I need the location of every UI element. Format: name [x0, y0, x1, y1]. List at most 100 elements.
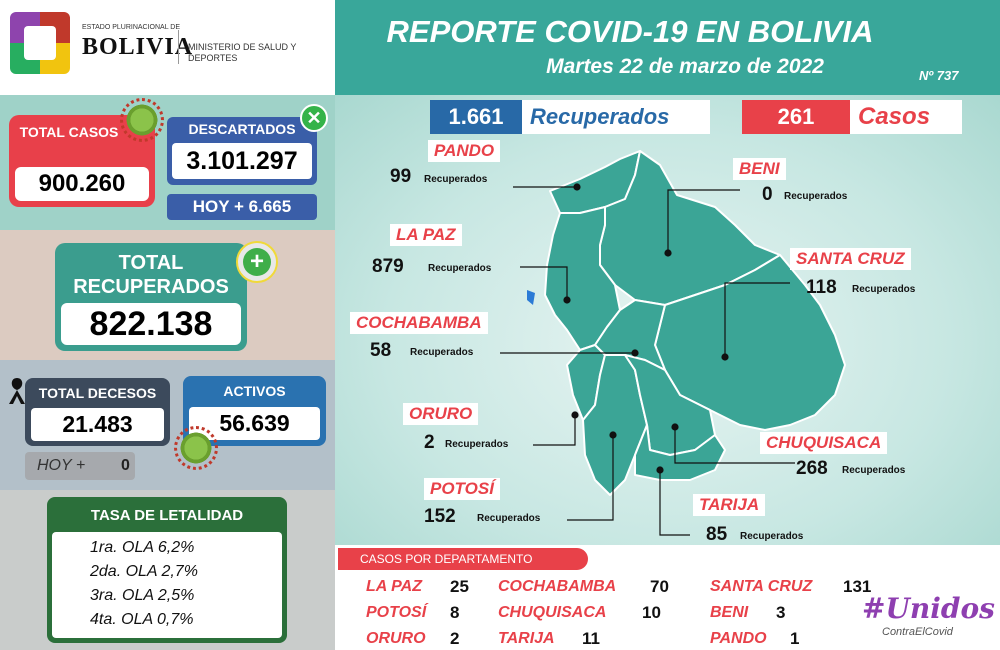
country-label: BOLIVIA: [82, 34, 194, 60]
dept-value-cochabamba: 58: [370, 340, 392, 361]
mourning-ribbon-icon: [9, 378, 25, 404]
casos-dept-name: LA PAZ: [366, 578, 422, 595]
casos-dept-name: TARIJA: [498, 630, 555, 647]
dept-value-tarija: 85: [706, 524, 728, 545]
casos-dept-value: 25: [450, 577, 469, 596]
dept-name-oruro: ORURO: [403, 403, 479, 425]
descartados-label: DESCARTADOS: [188, 121, 296, 137]
letalidad-row: 4ta. OLA 0,7%: [90, 611, 194, 628]
dept-value-potosi: 152: [424, 506, 456, 527]
activos-label: ACTIVOS: [223, 383, 286, 399]
descartados-value: 3.101.297: [172, 143, 312, 179]
recuperados-label: TOTAL RECUPERADOS: [73, 252, 229, 298]
coat-of-arms-logo: [10, 12, 70, 74]
total-recuperados-card: TOTAL RECUPERADOS 822.138: [55, 243, 247, 351]
recuperados-value: 822.138: [61, 303, 241, 345]
report-number: Nº 737: [919, 68, 959, 83]
campaign-logo: #Unidos ContraElCovid: [862, 592, 995, 644]
dept-name-chuquisaca: CHUQUISACA: [760, 432, 888, 454]
casos-dept-name: BENI: [710, 604, 749, 621]
ministerio-label: MINISTERIO DE SALUD Y DEPORTES: [188, 42, 297, 63]
dept-value-la-paz: 879: [372, 256, 404, 277]
dept-recuperados-label: Recuperados: [445, 439, 509, 450]
dept-recuperados-label: Recuperados: [477, 513, 541, 524]
daily-recuperados-label: Recuperados: [530, 104, 670, 129]
dept-name-cochabamba: COCHABAMBA: [350, 312, 488, 334]
estado-label: ESTADO PLURINACIONAL DE: [82, 24, 181, 31]
dept-name-beni: BENI: [733, 158, 786, 180]
letalidad-row: 1ra. OLA 6,2%: [90, 539, 195, 556]
letalidad-card: TASA DE LETALIDAD 1ra. OLA 6,2% 2da. OLA…: [47, 497, 287, 643]
casos-dept-name: ORURO: [366, 630, 426, 647]
dept-name-potosi: POTOSÍ: [424, 478, 500, 500]
virus-icon: [174, 426, 218, 470]
page-title: REPORTE COVID-19 EN BOLIVIA: [386, 14, 874, 49]
daily-recuperados-badge: 1.661 Recuperados: [430, 100, 710, 134]
dept-recuperados-label: Recuperados: [740, 531, 804, 542]
dept-value-santa-cruz: 118: [806, 277, 837, 298]
casos-dept-value: 3: [776, 603, 786, 622]
dept-value-chuquisaca: 268: [796, 458, 828, 479]
campaign-subtitle: ContraElCovid: [882, 626, 953, 638]
decesos-value: 21.483: [31, 408, 164, 441]
casos-dept-name: SANTA CRUZ: [710, 578, 813, 595]
descartados-hoy: HOY + 6.665: [167, 194, 317, 220]
daily-casos-value: 261: [742, 100, 850, 134]
dept-value-pando: 99: [390, 166, 412, 187]
letalidad-list: 1ra. OLA 6,2% 2da. OLA 2,7% 3ra. OLA 2,5…: [52, 532, 282, 638]
titicaca-lake: [527, 290, 535, 305]
casos-dept-name: PANDO: [710, 630, 767, 647]
dept-recuperados-label: Recuperados: [784, 191, 848, 202]
casos-dept-name: COCHABAMBA: [498, 578, 617, 595]
logo-area: ESTADO PLURINACIONAL DE BOLIVIA MINISTER…: [0, 0, 335, 88]
casos-dept-value: 10: [642, 603, 661, 622]
dept-name-tarija: TARIJA: [693, 494, 766, 516]
dept-recuperados-label: Recuperados: [852, 284, 916, 295]
total-decesos-card: TOTAL DECESOS 21.483: [25, 378, 170, 446]
close-circle-icon: ✕: [300, 104, 328, 132]
dept-recuperados-label: Recuperados: [410, 347, 474, 358]
letalidad-row: 3ra. OLA 2,5%: [90, 587, 195, 604]
activos-value: 56.639: [189, 407, 320, 440]
dept-recuperados-label: Recuperados: [842, 465, 906, 476]
decesos-label: TOTAL DECESOS: [38, 385, 157, 401]
casos-dept-value: 8: [450, 603, 460, 622]
letalidad-title: TASA DE LETALIDAD: [90, 507, 244, 524]
total-casos-card: TOTAL CASOS 900.260: [9, 115, 155, 207]
report-header: REPORTE COVID-19 EN BOLIVIA Martes 22 de…: [335, 0, 1000, 95]
dept-name-pando: PANDO: [428, 140, 501, 162]
casos-por-departamento-title: CASOS POR DEPARTAMENTO: [338, 548, 588, 570]
dept-name-la-paz: LA PAZ: [390, 224, 462, 246]
casos-dept-value: 11: [582, 629, 600, 648]
daily-casos-label: Casos: [858, 103, 931, 130]
dept-value-oruro: 2: [424, 432, 435, 453]
daily-casos-badge: 261 Casos: [742, 100, 962, 134]
casos-dept-value: 1: [790, 629, 800, 648]
campaign-hashtag: #Unidos: [862, 592, 995, 625]
activos-card: ACTIVOS 56.639: [183, 376, 326, 446]
decesos-hoy: HOY + 0: [25, 452, 135, 480]
plus-circle-icon: +: [236, 241, 278, 283]
casos-dept-value: 2: [450, 629, 460, 648]
total-casos-value: 900.260: [15, 167, 149, 201]
decesos-hoy-value: 0: [121, 457, 130, 474]
bolivia-map: [500, 150, 846, 536]
descartados-card: DESCARTADOS 3.101.297: [167, 117, 317, 185]
casos-dept-value: 70: [650, 577, 669, 596]
map-region-tarija: [634, 424, 726, 481]
decesos-hoy-label: HOY +: [37, 457, 86, 474]
virus-icon: [120, 98, 164, 142]
map-region-santa-cruz: [654, 254, 846, 431]
dept-value-beni: 0: [762, 184, 773, 205]
dept-recuperados-label: Recuperados: [424, 174, 488, 185]
letalidad-row: 2da. OLA 2,7%: [90, 563, 198, 580]
dept-recuperados-label: Recuperados: [428, 263, 492, 274]
divider: [178, 30, 179, 64]
total-casos-label: TOTAL CASOS: [19, 124, 119, 140]
report-date: Martes 22 de marzo de 2022: [546, 55, 824, 78]
dept-name-santa-cruz: SANTA CRUZ: [790, 248, 911, 270]
casos-dept-name: CHUQUISACA: [498, 604, 607, 621]
casos-dept-value: 131: [843, 577, 872, 596]
daily-recuperados-value: 1.661: [430, 100, 522, 134]
casos-dept-name: POTOSÍ: [366, 604, 427, 621]
